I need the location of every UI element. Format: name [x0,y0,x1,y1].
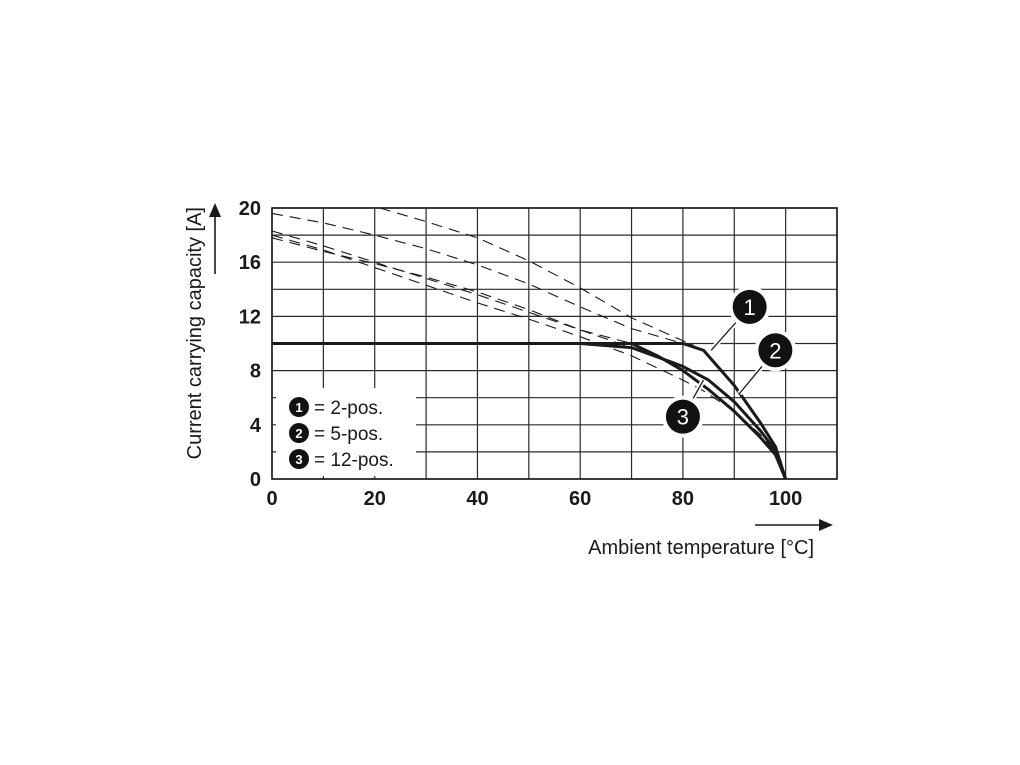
legend-marker-2 [289,423,309,443]
legend-item-text: = 5-pos. [314,424,383,445]
y-tick-label: 0 [250,469,261,491]
callout-2-marker [758,333,793,368]
y-tick-label: 12 [239,306,261,328]
x-tick-label: 80 [672,488,694,510]
y-axis-title: Current carrying capacity [A] [184,207,206,459]
x-axis-arrow-head [819,519,833,531]
x-tick-label: 100 [769,488,802,510]
callout-2-label: 2 [769,338,781,363]
derating-curves [272,342,788,480]
legend-marker-1 [289,397,309,417]
callout-1-marker [732,289,767,324]
series-4-unlimited-line [379,207,704,351]
series-3-line [272,342,787,480]
x-axis-title: Ambient temperature [°C] [588,537,814,559]
callout-3-marker [665,399,700,434]
legend-marker-label: 1 [295,400,302,415]
curve-callouts: 12 3 [661,285,797,438]
legend-marker-label: 3 [295,452,302,467]
legend-marker-label: 2 [295,426,302,441]
x-tick-label: 60 [569,488,591,510]
legend-item-text: = 12-pos. [314,450,394,471]
x-axis-title-group: Ambient temperature [°C] [588,519,833,559]
legend: 1 = 2-pos. 2 = 5-pos. 3 = 12-pos. [276,388,416,476]
y-tick-label: 4 [250,415,262,437]
series-5-unlimited-line [271,212,694,346]
x-tick-labels: 0 20 40 60 80 100 [266,488,802,510]
callout-3-label: 3 [677,405,689,430]
callout-2-leader [738,362,766,395]
y-axis-arrow-head [209,203,221,217]
x-tick-label: 40 [466,488,488,510]
callout-1-leader [710,319,739,351]
y-tick-label: 8 [250,361,261,383]
y-tick-label: 20 [239,198,261,220]
x-tick-label: 0 [266,488,277,510]
callout-3-leader [690,379,705,403]
legend-item-text: = 2-pos. [314,398,383,419]
y-axis-title-group: Current carrying capacity [A] [184,203,221,459]
y-tick-labels: 0 4 8 12 16 20 [239,198,262,491]
legend-marker-3 [289,449,309,469]
y-tick-label: 16 [239,252,261,274]
callout-1-label: 1 [744,295,756,320]
x-tick-label: 20 [364,488,386,510]
